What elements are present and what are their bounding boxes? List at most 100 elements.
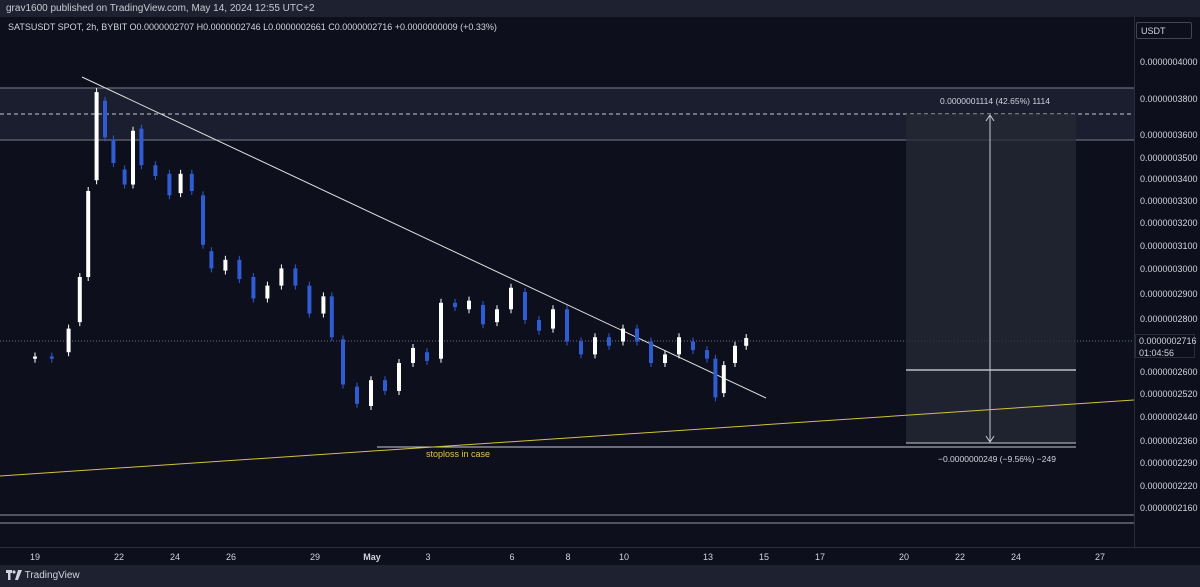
candle-body: [279, 268, 284, 286]
candle-body: [439, 302, 443, 359]
time-tick: 29: [309, 552, 321, 562]
price-axis[interactable]: [1134, 17, 1200, 547]
candle-body: [122, 169, 127, 185]
candle-body: [223, 259, 228, 271]
candle-body: [733, 345, 737, 363]
candle-body: [66, 328, 71, 353]
last-price-badge: 0.0000002716 01:04:56: [1135, 334, 1197, 358]
candle-body: [621, 328, 625, 342]
price-tick: 0.0000003400: [1140, 174, 1198, 184]
position-target-box: [906, 114, 1076, 370]
candle-body: [103, 100, 107, 138]
candle-body: [178, 173, 183, 194]
candle-body: [355, 386, 359, 404]
candle-body: [495, 309, 499, 323]
candle-body: [265, 285, 270, 299]
time-tick: 27: [1094, 552, 1106, 562]
candle-body: [201, 195, 205, 245]
time-tick: 8: [565, 552, 571, 562]
candle-body: [86, 191, 91, 277]
candle-body: [369, 380, 373, 406]
time-tick: 26: [225, 552, 237, 562]
tradingview-logo-icon[interactable]: [6, 565, 22, 587]
candle-body: [579, 341, 583, 355]
time-tick-month: May: [363, 552, 381, 562]
candle-body: [453, 302, 457, 308]
candle-body: [307, 285, 312, 314]
candle-body: [509, 287, 513, 310]
candle-body: [167, 173, 172, 196]
candle-body: [111, 139, 116, 164]
symbol-ohlc-legend: SATSUSDT SPOT, 2h, BYBIT O0.0000002707 H…: [8, 22, 497, 32]
candle-body: [293, 268, 298, 286]
price-tick: 0.0000002900: [1140, 289, 1198, 299]
price-tick: 0.0000002440: [1140, 412, 1198, 422]
candle-body: [49, 356, 54, 359]
time-tick: 3: [425, 552, 431, 562]
candle-body: [425, 352, 429, 361]
price-tick: 0.0000003800: [1140, 94, 1198, 104]
candle-body: [139, 128, 144, 166]
candle-body: [251, 277, 256, 299]
time-tick: 22: [113, 552, 125, 562]
candle-body: [565, 309, 569, 342]
candle-body: [321, 296, 326, 314]
price-chart[interactable]: [0, 17, 1134, 547]
candle-body: [237, 259, 242, 280]
candle-body: [77, 277, 82, 323]
time-tick: 17: [814, 552, 826, 562]
candle-body: [383, 380, 387, 391]
stoploss-text: stoploss in case: [426, 449, 491, 459]
price-tick: 0.0000004000: [1140, 57, 1198, 67]
candle-body: [537, 320, 541, 331]
chart-pane[interactable]: [0, 17, 1134, 547]
price-tick: 0.0000003000: [1140, 264, 1198, 274]
candle-body: [411, 347, 415, 363]
price-tick: 0.0000002220: [1140, 481, 1198, 491]
publish-text: grav1600 published on TradingView.com, M…: [6, 3, 315, 14]
candle-body: [663, 354, 667, 363]
support-trendline: [0, 399, 1134, 477]
candle-body: [677, 337, 681, 355]
candle-body: [744, 338, 749, 346]
measure-arrow-head-top: [985, 114, 995, 122]
price-tick: 0.0000003100: [1140, 241, 1198, 251]
time-tick: 22: [954, 552, 966, 562]
candle-body: [523, 292, 527, 320]
time-tick: 13: [702, 552, 714, 562]
price-tick: 0.0000003600: [1140, 130, 1198, 140]
time-tick: 19: [29, 552, 41, 562]
candle-body: [635, 328, 639, 342]
footer-bar: TradingView: [0, 565, 1200, 587]
price-tick: 0.0000002160: [1140, 503, 1198, 513]
candle-body: [189, 173, 194, 191]
stop-label: −0.0000000249 (−9.56%) −249: [938, 454, 1056, 464]
price-tick: 0.0000002360: [1140, 436, 1198, 446]
time-tick: 24: [169, 552, 181, 562]
last-price-value: 0.0000002716: [1139, 336, 1197, 346]
candle-body: [131, 130, 135, 185]
candle-body: [705, 350, 709, 359]
candle-body: [551, 309, 555, 329]
position-stop-box: [906, 370, 1076, 443]
time-tick: 6: [509, 552, 515, 562]
candles-group: [33, 88, 749, 410]
measure-arrow-head-bottom: [985, 435, 995, 443]
time-axis[interactable]: 19 22 24 26 29 May 3 6 8 10 13 15 17 20 …: [0, 547, 1200, 566]
candle-body: [713, 358, 718, 398]
candle-body: [721, 365, 726, 394]
candle-body: [209, 251, 214, 269]
target-label: 0.0000001114 (42.65%) 1114: [940, 96, 1050, 106]
currency-selector[interactable]: USDT: [1136, 22, 1192, 39]
candle-body: [649, 341, 653, 363]
candle-body: [341, 339, 345, 385]
time-tick: 24: [1010, 552, 1022, 562]
price-tick: 0.0000003200: [1140, 218, 1198, 228]
time-tick: 10: [618, 552, 630, 562]
price-tick: 0.0000002600: [1140, 367, 1198, 377]
candle-body: [691, 341, 695, 351]
candle-body: [153, 165, 158, 176]
time-tick: 15: [758, 552, 770, 562]
price-tick: 0.0000002800: [1140, 314, 1198, 324]
footer-brand[interactable]: TradingView: [24, 570, 80, 581]
